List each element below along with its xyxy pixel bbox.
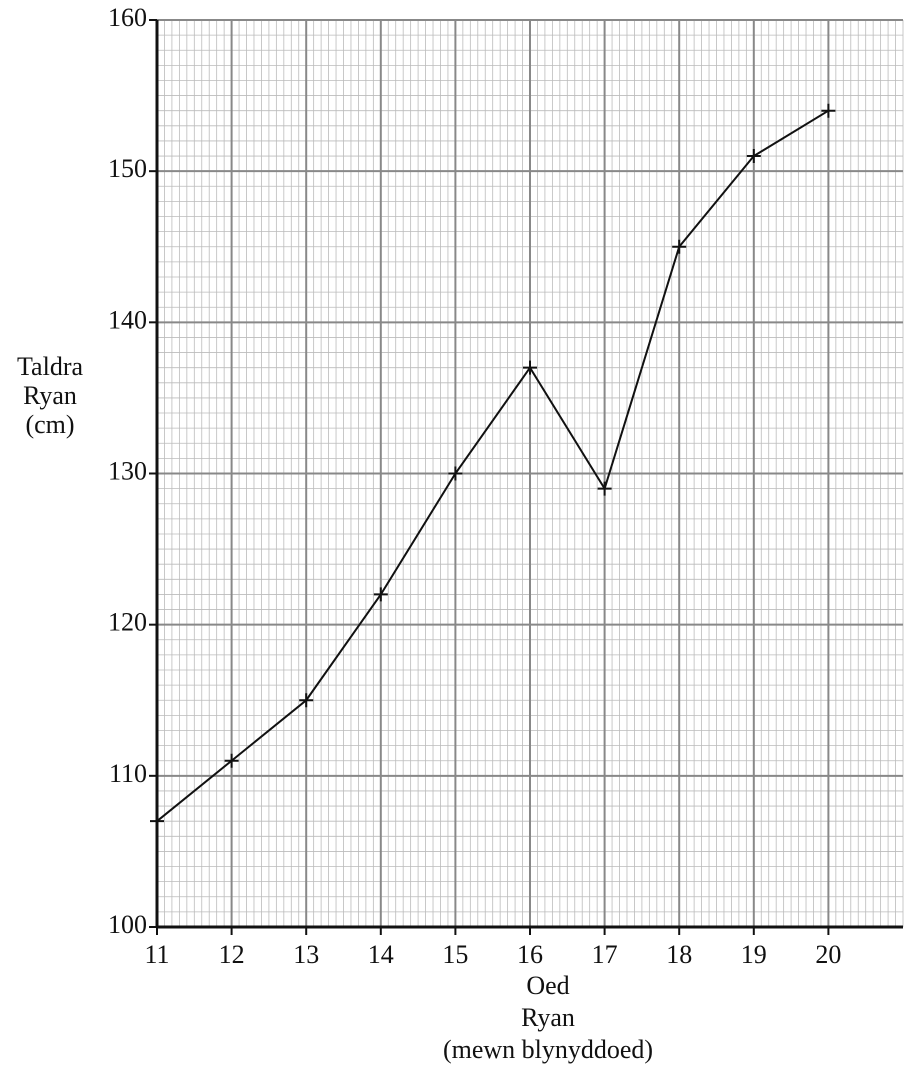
y-tick-label: 110: [109, 759, 147, 788]
marker: [523, 360, 537, 375]
y-axis-label: (cm): [25, 410, 74, 439]
y-tick-label: 160: [108, 3, 147, 32]
marker: [150, 814, 164, 829]
line: [156, 109, 829, 822]
x-tick-label: 18: [666, 940, 692, 969]
x-axis-label: Oed: [526, 971, 569, 1000]
x-tick-label: 15: [442, 940, 468, 969]
x-tick-label: 14: [368, 940, 394, 969]
marker: [821, 103, 836, 118]
y-axis-label: Ryan: [23, 381, 77, 410]
x-tick-label: 19: [741, 940, 767, 969]
y-tick-label: 150: [108, 154, 147, 183]
x-tick-label: 12: [219, 940, 245, 969]
y-tick-label: 140: [108, 305, 147, 334]
x-tick-label: 13: [293, 940, 319, 969]
y-tick-label: 100: [108, 910, 147, 939]
marker: [597, 481, 612, 496]
x-tick-label: 17: [592, 940, 618, 969]
marker: [224, 753, 239, 768]
x-axis-label: Ryan: [521, 1003, 575, 1032]
marker: [672, 239, 687, 254]
x-tick-label: 11: [144, 940, 169, 969]
y-tick-label: 120: [108, 608, 147, 637]
marker: [746, 149, 761, 164]
x-tick-label: 20: [815, 940, 841, 969]
marker: [299, 693, 314, 708]
y-axis-label: Taldra: [17, 352, 83, 381]
y-tick-label: 130: [108, 456, 147, 485]
marker: [448, 466, 463, 481]
x-axis-label: (mewn blynyddoed): [443, 1035, 653, 1064]
marker: [373, 587, 388, 602]
x-tick-label: 16: [517, 940, 543, 969]
